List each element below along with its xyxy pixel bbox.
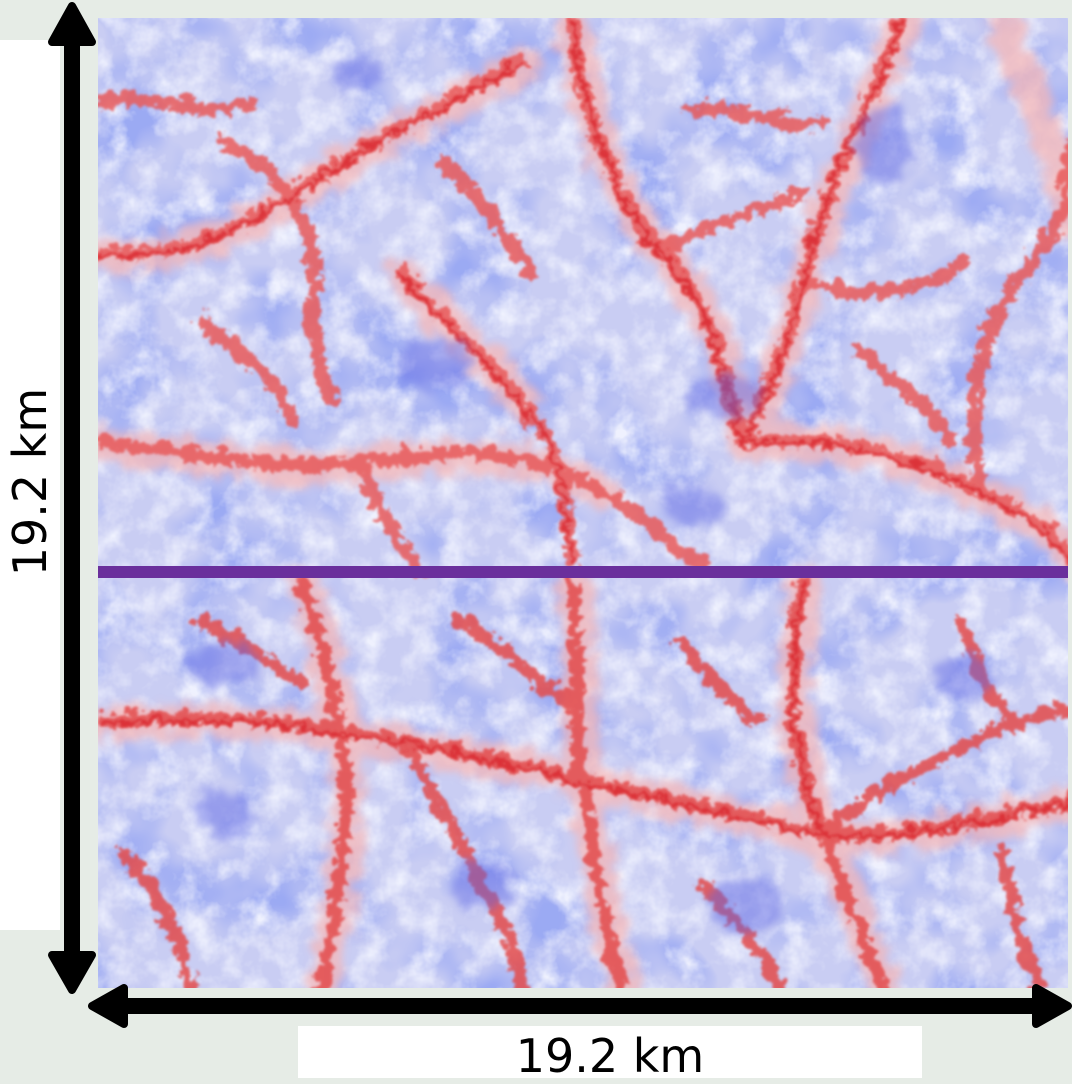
turbulence-field-image <box>98 18 1068 988</box>
horizontal-dimension-arrow <box>88 984 1072 1028</box>
turbulence-field-graphic <box>98 18 1068 988</box>
cross-section-line <box>98 566 1068 578</box>
bottom-label-white-panel <box>298 1026 922 1078</box>
vertical-dimension-arrow <box>48 2 96 994</box>
vertical-dimension-label: 19.2 km <box>3 387 57 577</box>
top-left-white-panel <box>0 40 60 930</box>
horizontal-dimension-label: 19.2 km <box>515 1029 705 1083</box>
